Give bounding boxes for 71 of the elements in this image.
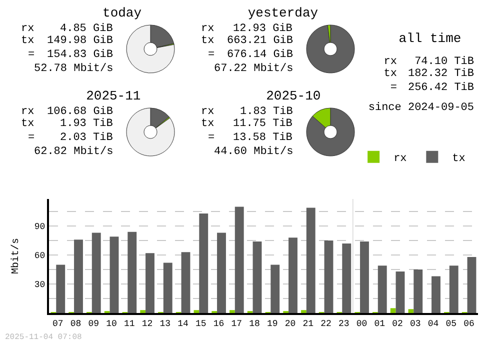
text: 67.22 Mbit/s (214, 63, 294, 75)
text: 182.32 TiB (408, 68, 474, 80)
y-axis-title: Mbit/s (10, 238, 22, 274)
chart-title: 2025-10 (266, 88, 321, 104)
x-tick-label: 06 (464, 318, 474, 329)
text: tx (21, 118, 35, 130)
text: 74.10 TiB (414, 56, 474, 68)
x-tick-label: 09 (88, 318, 100, 329)
x-tick-label: 11 (124, 318, 135, 329)
y-tick-label: 90 (34, 222, 46, 232)
text: 11.75 TiB (233, 118, 293, 130)
text: 106.68 GiB (47, 106, 114, 118)
text: 2025-11-04 07:08 (5, 333, 82, 342)
chart-title: 2025-11 (86, 88, 141, 104)
text: 149.98 GiB (47, 35, 114, 47)
y-tick-label: 60 (34, 251, 46, 262)
x-tick-label: 17 (231, 318, 242, 329)
x-tick-label: 04 (428, 318, 439, 329)
text: 52.78 Mbit/s (34, 63, 114, 75)
text: rx (201, 23, 215, 35)
x-tick-label: 16 (213, 318, 224, 329)
text: all time (398, 31, 462, 46)
text: tx (384, 68, 397, 80)
text: 154.83 GiB (47, 49, 114, 61)
chart-title: yesterday (248, 6, 318, 21)
x-tick-label: 00 (356, 318, 368, 329)
text: rx (201, 106, 215, 118)
text: rx (384, 56, 397, 68)
text: 676.14 GiB (227, 49, 294, 61)
x-tick-label: 02 (392, 318, 403, 329)
text: tx (201, 35, 215, 47)
x-tick-label: 14 (178, 318, 188, 329)
text: rx (21, 106, 35, 118)
text: 4.85 GiB (60, 23, 114, 35)
text: 62.82 Mbit/s (34, 146, 114, 158)
text: = (208, 49, 215, 61)
x-tick-label: 13 (160, 318, 171, 329)
x-tick-label: 21 (302, 318, 314, 329)
x-tick-label: 05 (446, 318, 457, 329)
text: tx (21, 35, 35, 47)
legend-label: tx (452, 153, 466, 166)
x-tick-label: 10 (106, 318, 117, 329)
text: tx (201, 118, 215, 130)
text: 13.58 TiB (233, 132, 293, 144)
x-tick-label: 18 (249, 318, 260, 329)
text: = (28, 49, 35, 61)
x-tick-label: 08 (70, 318, 82, 329)
x-tick-label: 01 (374, 318, 386, 329)
text: 256.42 TiB (408, 82, 474, 94)
y-tick-label: 30 (34, 280, 46, 290)
text: 1.93 TiB (60, 118, 114, 130)
chart-title: today (102, 6, 142, 21)
text: 663.21 GiB (227, 35, 294, 47)
legend-label: rx (394, 153, 408, 166)
text: 12.93 GiB (233, 23, 293, 35)
x-tick-label: 12 (142, 318, 153, 329)
text: = (390, 82, 397, 94)
x-tick-label: 07 (52, 318, 64, 329)
text: 44.60 Mbit/s (214, 146, 294, 158)
text: = (208, 132, 215, 144)
x-tick-label: 23 (338, 318, 350, 329)
x-tick-label: 03 (410, 318, 421, 329)
text: since 2024-09-05 (368, 102, 474, 114)
text: rx (21, 23, 35, 35)
text: 2.03 TiB (60, 132, 114, 144)
text: = (28, 132, 35, 144)
x-tick-label: 19 (267, 318, 278, 329)
x-tick-label: 22 (320, 318, 332, 329)
text: 1.83 TiB (240, 106, 294, 118)
x-tick-label: 15 (196, 318, 206, 329)
x-tick-label: 20 (284, 318, 296, 329)
